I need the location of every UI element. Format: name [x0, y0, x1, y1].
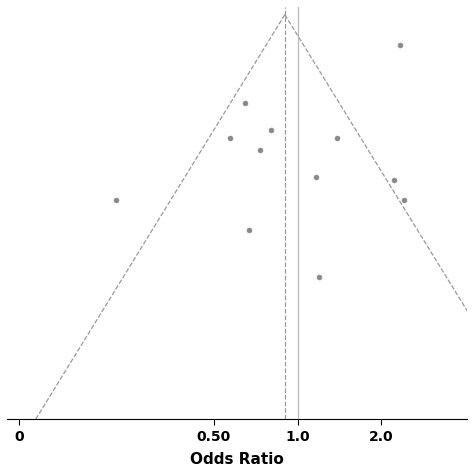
Point: [334, 134, 341, 142]
Point: [256, 146, 264, 153]
Point: [391, 177, 398, 184]
Point: [401, 196, 408, 203]
Point: [112, 196, 120, 203]
Point: [242, 100, 249, 107]
Point: [316, 273, 323, 281]
Point: [312, 173, 319, 180]
Point: [226, 134, 234, 142]
Point: [246, 227, 253, 234]
Point: [267, 127, 275, 134]
X-axis label: Odds Ratio: Odds Ratio: [190, 452, 284, 467]
Point: [397, 42, 404, 49]
